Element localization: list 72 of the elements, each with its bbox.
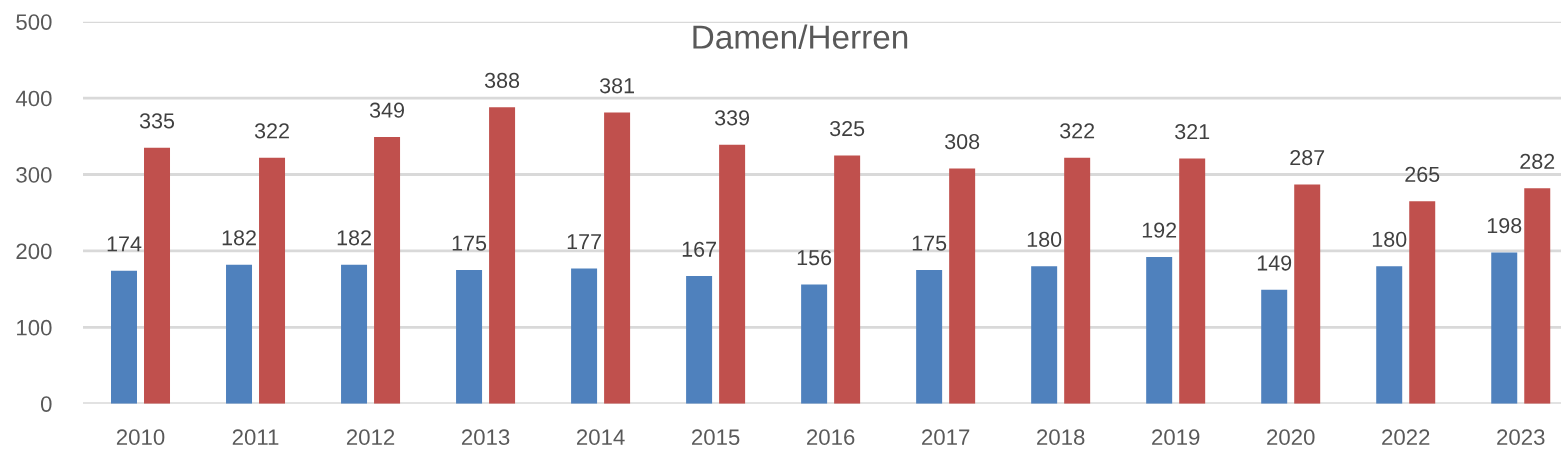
bar: [1376, 266, 1403, 404]
bar: [374, 137, 401, 404]
x-tick-label: 2011: [232, 429, 279, 446]
bar: [1031, 266, 1058, 404]
data-label: 156: [797, 250, 832, 266]
data-label: 325: [830, 120, 865, 137]
x-tick-label: 2023: [1497, 429, 1545, 446]
bar: [341, 264, 368, 404]
x-tick-label: 2017: [922, 429, 970, 446]
bar: [686, 276, 713, 404]
data-label: 265: [1405, 166, 1440, 183]
data-label: 388: [484, 72, 520, 89]
data-label: 180: [1027, 231, 1062, 247]
data-label: 321: [1175, 123, 1210, 140]
data-label: 381: [599, 78, 634, 94]
bar: [226, 264, 253, 404]
data-label: 182: [222, 230, 256, 246]
x-tick-label: 2016: [807, 429, 855, 446]
data-label: 349: [369, 102, 404, 118]
data-label: 198: [1487, 217, 1522, 234]
bar: [1064, 157, 1091, 404]
y-tick-label: 500: [16, 14, 52, 30]
data-label: 182: [337, 230, 371, 246]
bar: [949, 168, 976, 404]
data-label: 192: [1142, 222, 1177, 238]
data-label: 282: [1520, 153, 1555, 170]
data-label: 149: [1257, 255, 1292, 271]
data-label: 335: [139, 113, 175, 129]
y-tick-label: 400: [15, 90, 52, 107]
y-tick-label: 300: [16, 167, 52, 183]
bar: [1179, 158, 1206, 404]
x-tick-label: 2010: [116, 429, 165, 446]
bar: [1524, 188, 1551, 404]
y-tick-label: 0: [40, 396, 52, 412]
chart-title: Damen/Herren: [693, 24, 908, 49]
y-tick-label: 100: [17, 319, 52, 336]
bar: [604, 112, 631, 404]
x-tick-label: 2022: [1382, 429, 1430, 446]
x-tick-label: 2012: [346, 429, 395, 446]
data-label: 308: [945, 133, 980, 150]
bar: [916, 270, 943, 404]
x-tick-label: 2018: [1037, 429, 1085, 446]
bar: [571, 268, 598, 404]
data-label: 177: [567, 234, 601, 250]
data-label: 322: [254, 123, 289, 139]
bar: [1294, 184, 1321, 404]
bar: [1261, 289, 1288, 404]
data-label: 287: [1290, 149, 1325, 166]
bar: [111, 270, 137, 404]
bar: [489, 107, 516, 404]
bar: [834, 155, 861, 404]
data-label: 167: [682, 241, 716, 257]
data-label: 322: [1060, 123, 1095, 139]
bar: [719, 144, 746, 404]
bar: [1409, 201, 1436, 404]
data-label: 175: [452, 235, 487, 251]
data-label: 174: [107, 236, 142, 252]
data-label: 175: [912, 235, 947, 251]
x-tick-label: 2020: [1267, 429, 1315, 446]
data-label: 339: [714, 110, 750, 126]
bar: [1491, 252, 1518, 404]
bar: [801, 284, 828, 404]
x-tick-label: 2015: [692, 429, 740, 446]
x-tick-label: 2014: [576, 429, 625, 446]
bar: [456, 270, 483, 404]
bar: [144, 147, 171, 404]
y-tick-label: 200: [16, 243, 52, 260]
x-tick-label: 2013: [461, 429, 510, 446]
bar: [259, 157, 286, 404]
x-tick-label: 2019: [1152, 429, 1200, 446]
bar: [1146, 257, 1173, 404]
data-label: 180: [1372, 231, 1407, 247]
